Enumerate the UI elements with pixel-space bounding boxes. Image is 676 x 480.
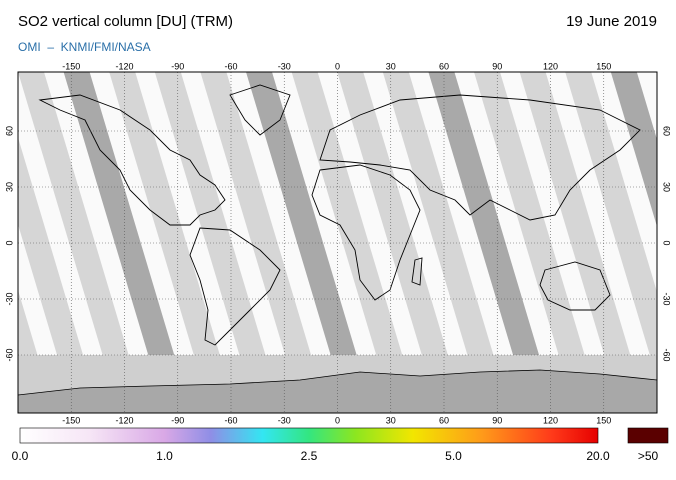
north-america [38, 94, 226, 226]
lat-tick-label: 30 [662, 182, 672, 192]
lon-tick-label: -30 [278, 415, 291, 425]
colorbar-label: 1.0 [156, 449, 173, 463]
swath [18, 137, 101, 413]
greenland [229, 84, 291, 136]
lat-tick-label: -30 [4, 292, 14, 305]
swath [109, 72, 238, 413]
swath [565, 72, 657, 379]
lon-tick-label: 120 [543, 415, 558, 425]
swath [474, 72, 602, 413]
swath [382, 72, 511, 413]
ticks: -150 -150 -120 -120 -90 -90 -60 -60 -30 -30 0 0 30 30… [4, 61, 671, 425]
colorbar-label: 2.5 [301, 449, 318, 463]
colorbar-label: 20.0 [586, 449, 610, 463]
title: SO2 vertical column [DU] (TRM) [18, 13, 233, 30]
lon-tick-label: -120 [115, 61, 133, 71]
lon-tick-label: -90 [171, 415, 184, 425]
madagascar [411, 257, 423, 286]
swath [18, 72, 146, 413]
swath [428, 72, 557, 413]
date: 19 June 2019 [566, 13, 657, 30]
swath [519, 72, 648, 413]
africa [311, 164, 421, 301]
lat-tick-label: 0 [4, 240, 14, 245]
lon-tick-label: 150 [596, 61, 611, 71]
subtitle: OMI – KNMI/FMI/NASA [18, 40, 151, 54]
lon-tick-label: -60 [224, 61, 237, 71]
continents [38, 84, 641, 346]
colorbar-labels: 0.0 1.0 2.5 5.0 20.0 [12, 449, 610, 463]
lon-tick-label: -150 [62, 61, 80, 71]
swath [610, 72, 657, 227]
lat-tick-label: 60 [4, 126, 14, 136]
lon-tick-label: 120 [543, 61, 558, 71]
colorbar-overflow-label: >50 [638, 449, 659, 463]
lon-tick-label: 30 [386, 415, 396, 425]
lon-tick-label: 150 [596, 415, 611, 425]
swaths [18, 72, 657, 413]
swath [63, 72, 192, 413]
south-america [189, 227, 281, 346]
swath [200, 72, 329, 413]
lat-tick-label: 60 [662, 126, 672, 136]
lon-tick-label: 90 [492, 61, 502, 71]
lat-tick-label: -60 [4, 348, 14, 361]
lon-tick-label: -60 [224, 415, 237, 425]
swath [154, 72, 283, 413]
colorbar-label: 0.0 [12, 449, 29, 463]
lon-tick-label: 0 [335, 415, 340, 425]
eurasia [319, 94, 641, 221]
map-frame [17, 71, 658, 414]
swath [337, 72, 466, 413]
lon-tick-label: -120 [115, 415, 133, 425]
colorbar [19, 427, 599, 444]
lon-tick-label: 60 [439, 415, 449, 425]
lon-tick-label: 90 [492, 415, 502, 425]
lon-tick-label: 0 [335, 61, 340, 71]
australia [539, 261, 611, 311]
lon-tick-label: -30 [278, 61, 291, 71]
lat-tick-label: -60 [662, 348, 672, 361]
lon-tick-label: -150 [62, 415, 80, 425]
colorbar-overflow [627, 427, 669, 444]
swath [291, 72, 420, 413]
lon-tick-label: 30 [386, 61, 396, 71]
lon-tick-label: 60 [439, 61, 449, 71]
map [18, 72, 657, 413]
lat-tick-label: 0 [662, 240, 672, 245]
swath [246, 72, 374, 413]
lat-tick-label: -30 [662, 292, 672, 305]
lon-tick-label: -90 [171, 61, 184, 71]
colorbar-label: 5.0 [445, 449, 462, 463]
lat-tick-label: 30 [4, 182, 14, 192]
